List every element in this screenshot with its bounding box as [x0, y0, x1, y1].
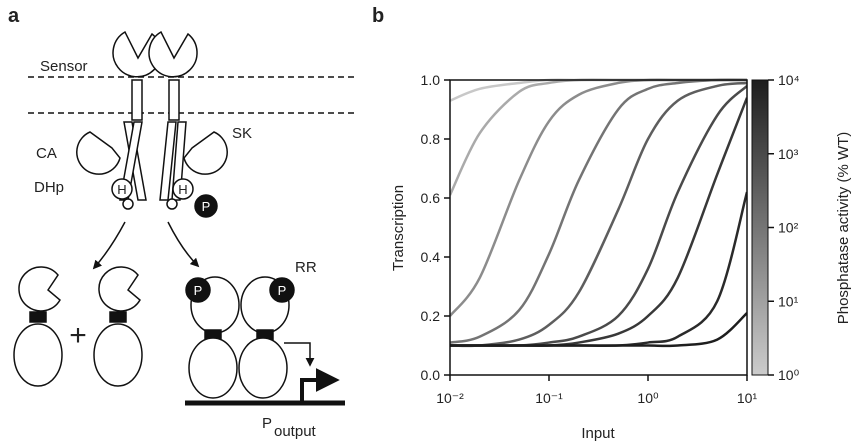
linker: [29, 311, 47, 323]
domain-label: SK: [232, 125, 252, 142]
membrane-label: Sensor: [40, 58, 88, 75]
rr-domain: [98, 266, 141, 312]
x-tick-label: 10⁻²: [436, 390, 464, 406]
helix-end: [122, 198, 134, 210]
x-tick-label: 10¹: [737, 390, 758, 406]
colorbar-tick-label: 10³: [778, 146, 799, 162]
arrow: [167, 221, 200, 268]
curve: [450, 78, 747, 196]
dna-binding-domain: [238, 337, 288, 399]
panel-label: a: [8, 5, 20, 27]
panel-label: b: [372, 5, 384, 27]
y-tick-label: 0.6: [421, 190, 441, 206]
phosphate: [194, 194, 218, 218]
colorbar-tick-label: 10⁰: [778, 367, 800, 383]
dhp-helix: [171, 121, 187, 201]
domain-label: RR: [295, 259, 317, 276]
colorbar-tick-label: 10¹: [778, 293, 799, 309]
y-tick-label: 1.0: [421, 72, 441, 88]
rr-domain: [18, 266, 61, 312]
x-tick-label: 10⁰: [637, 390, 659, 406]
promoter-subscript: output: [274, 423, 317, 440]
transmembrane-helix: [168, 79, 180, 121]
y-tick-label: 0.4: [421, 249, 441, 265]
domain-label: CA: [36, 145, 57, 162]
plot-area: [450, 78, 747, 348]
histidine-label: H: [178, 182, 187, 197]
diagram: [13, 30, 355, 406]
helix-end: [166, 198, 178, 210]
promoter-arrow: [300, 368, 340, 403]
y-axis-label: Transcription: [390, 185, 407, 271]
ca-domain: [76, 131, 121, 175]
activation-arrow: [284, 342, 315, 367]
curve: [450, 312, 747, 348]
y-tick-label: 0.0: [421, 367, 441, 383]
colorbar-label: Phosphatase activity (% WT): [835, 132, 852, 325]
linker: [109, 311, 127, 323]
dna-binding-domain: [13, 323, 63, 387]
colorbar-tick-label: 10²: [778, 220, 799, 236]
curve: [450, 97, 747, 347]
x-tick-label: 10⁻¹: [535, 390, 563, 406]
x-axis-label: Input: [581, 425, 615, 441]
phosphate-label: P: [202, 199, 211, 214]
plot-frame: [449, 79, 748, 376]
domain-label: DHp: [34, 179, 64, 196]
phosphate: [185, 277, 211, 303]
colorbar: [751, 79, 769, 376]
colorbar-tick-label: 10⁴: [778, 72, 800, 88]
y-tick-label: 0.8: [421, 131, 441, 147]
y-tick-label: 0.2: [421, 308, 441, 324]
histidine-label: H: [117, 182, 126, 197]
arrow: [92, 221, 126, 270]
curve: [450, 78, 747, 344]
dna-binding-domain: [93, 323, 143, 387]
ca-domain: [183, 131, 228, 175]
plus-sign: +: [69, 319, 87, 352]
promoter-label: P: [262, 415, 272, 432]
phosphate: [269, 277, 295, 303]
histidine: [172, 178, 194, 200]
histidine: [111, 178, 133, 200]
phosphate-label: P: [278, 283, 287, 298]
curve: [450, 81, 747, 348]
transmembrane-helix: [131, 79, 143, 121]
dna-binding-domain: [188, 337, 238, 399]
phosphate-label: P: [194, 283, 203, 298]
sensor-domain: [148, 30, 198, 78]
